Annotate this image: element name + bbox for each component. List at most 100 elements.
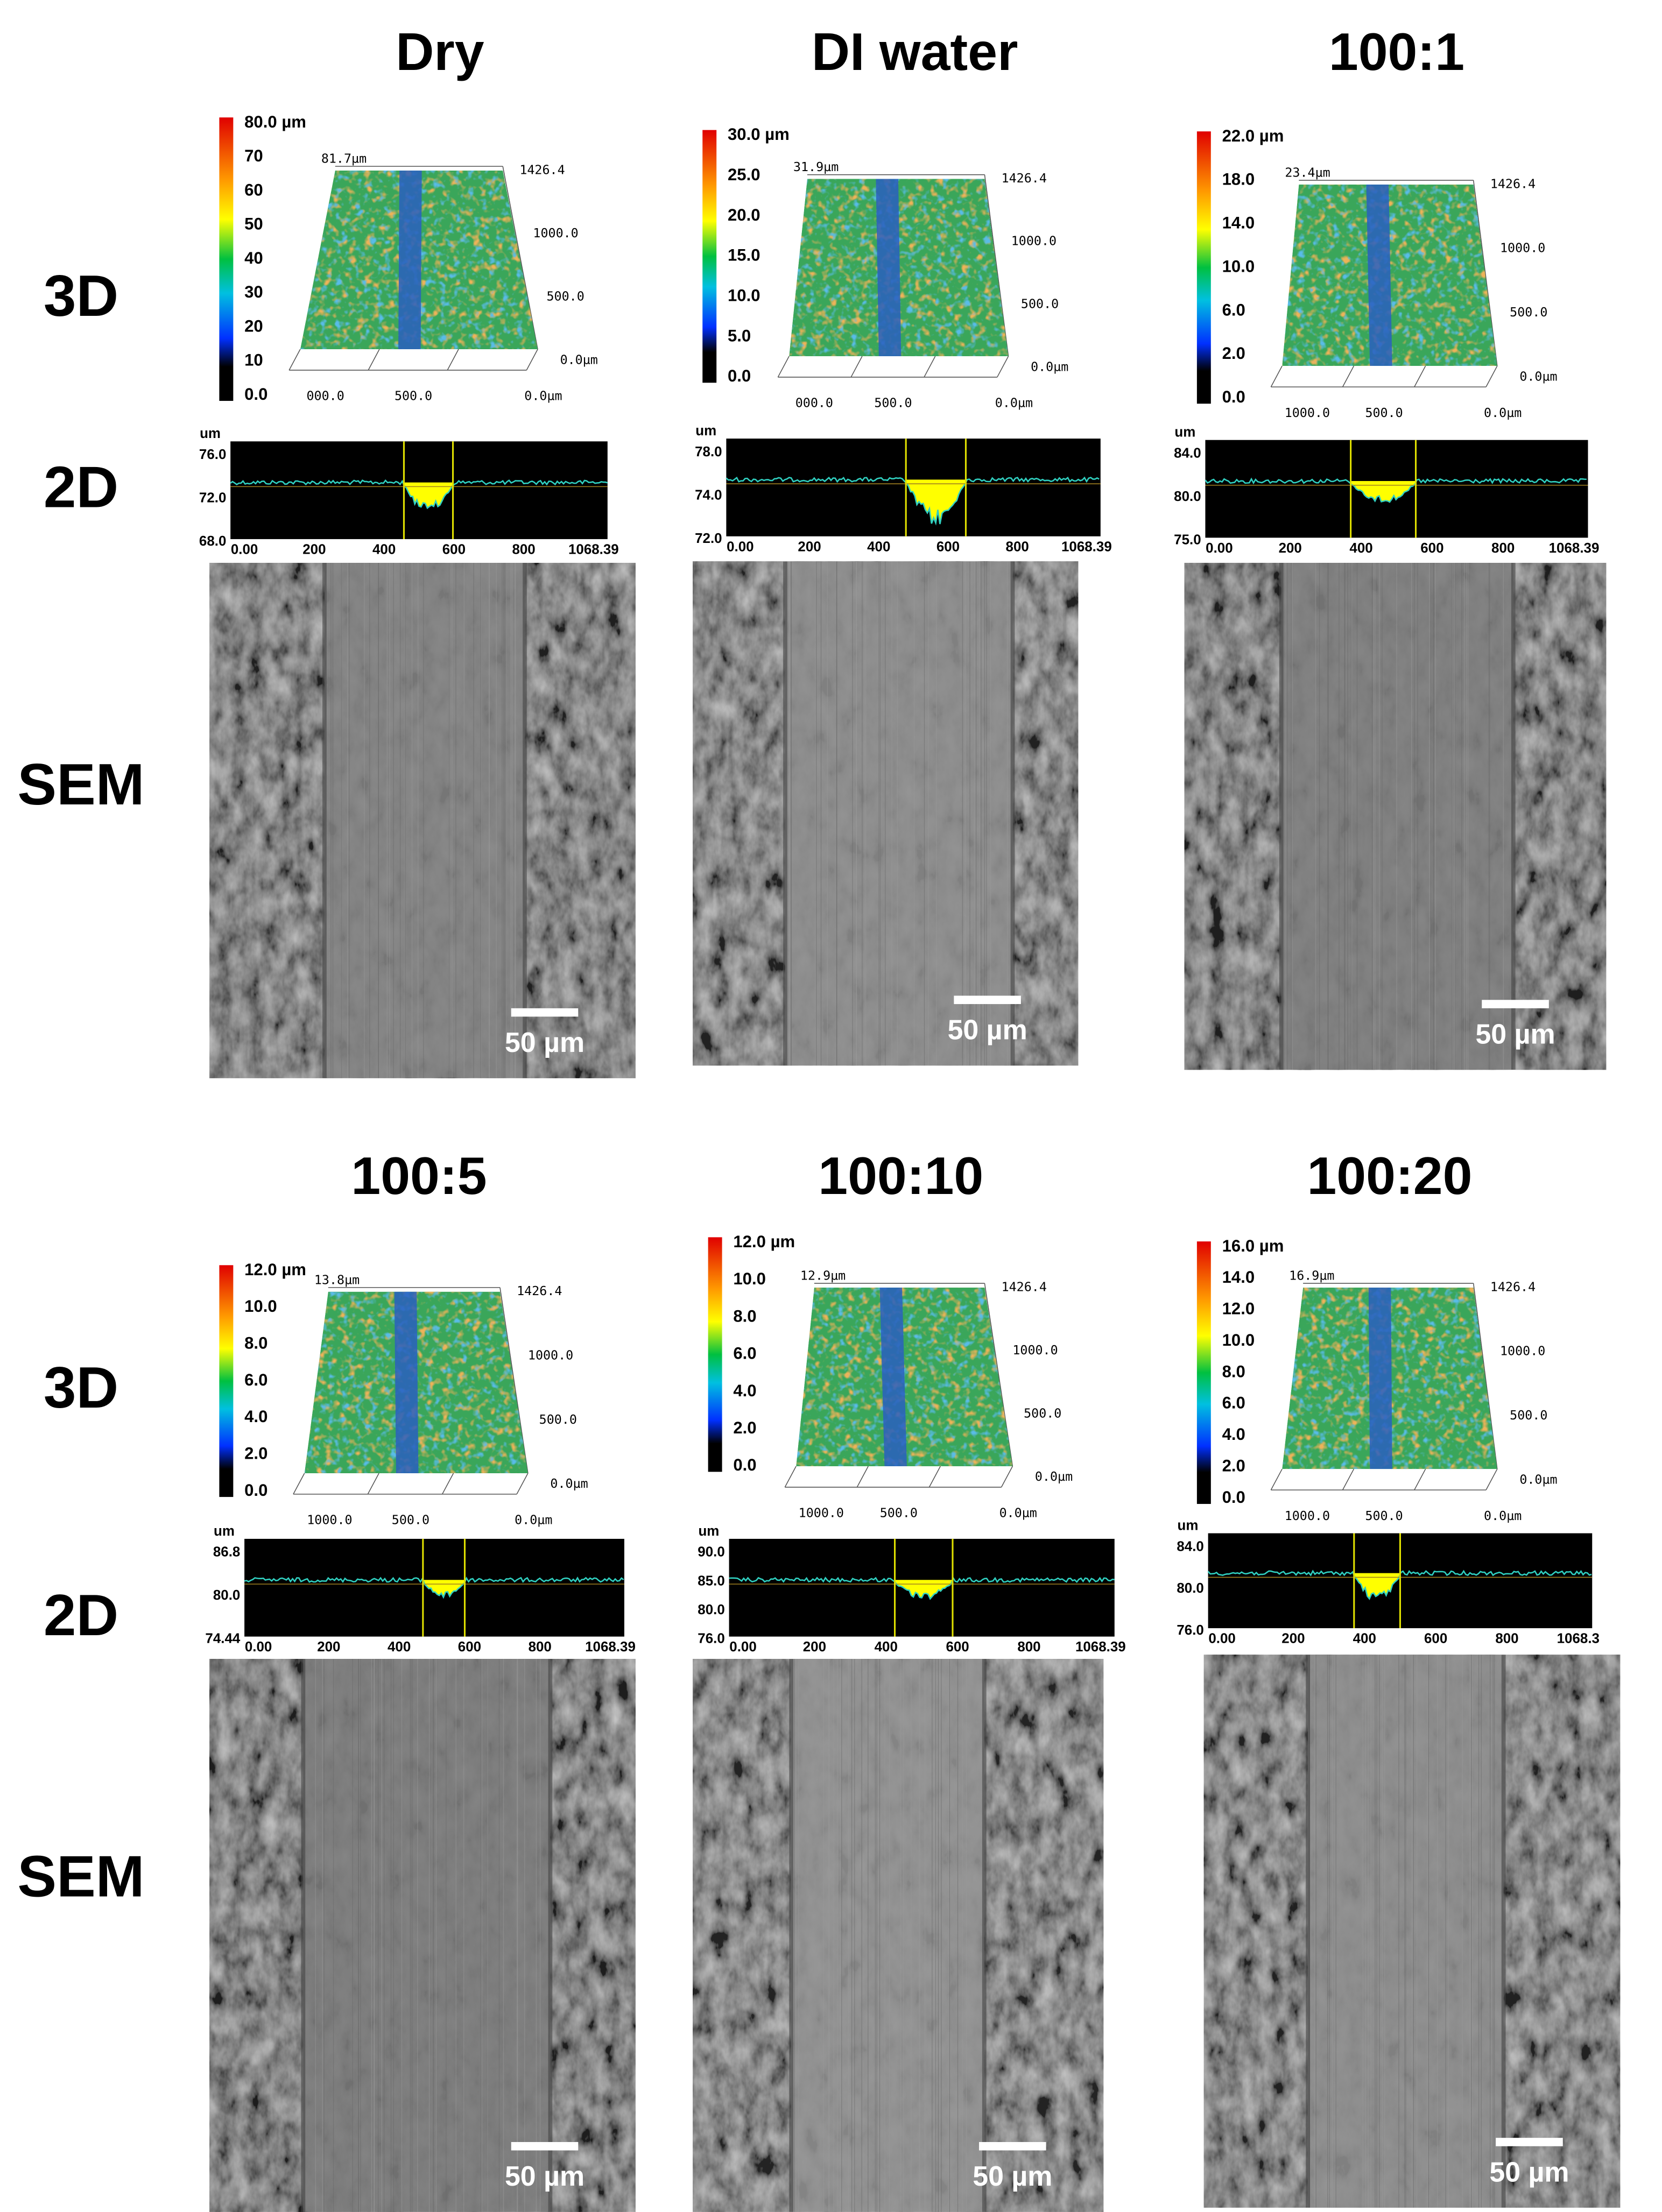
- colorbar-label: 12.0: [1222, 1299, 1255, 1318]
- profile-unit: um: [214, 1524, 235, 1539]
- wear-groove: [394, 1291, 419, 1473]
- profile-y-label: 74.0: [695, 487, 722, 503]
- colorbar-label: 0.0: [1222, 1488, 1245, 1507]
- profile-x-label: 1068.39: [1075, 1639, 1126, 1655]
- colorbar-label: 0.0: [244, 1481, 267, 1500]
- profile-y-label: 74.44: [205, 1631, 240, 1646]
- profile-x-label: 200: [798, 539, 821, 554]
- colorbar-label: 10.0: [244, 1297, 277, 1316]
- bottom-axis-label: 000.0: [306, 388, 344, 404]
- side-axis-label: 1000.0: [528, 1347, 573, 1362]
- colorbar-label: 10.0: [733, 1269, 766, 1288]
- side-axis-label: 500.0: [1024, 1406, 1061, 1421]
- profile-x-label: 400: [1349, 541, 1372, 556]
- axis-line: [516, 1473, 529, 1495]
- row-label: SEM: [17, 752, 144, 817]
- profile-x-label: 400: [1353, 1631, 1376, 1646]
- side-axis-label: 1000.0: [1011, 234, 1057, 249]
- profile-y-label: 80.0: [698, 1602, 724, 1617]
- profile-x-label: 0.00: [727, 539, 753, 554]
- colorbar-label: 12.0 µm: [733, 1232, 795, 1251]
- axis-line: [502, 166, 538, 350]
- axis-line: [984, 1283, 1013, 1467]
- colorbar: [702, 130, 717, 383]
- wear-track: [324, 563, 525, 1078]
- panel-title: 100:10: [818, 1146, 983, 1205]
- profile-y-label: 80.0: [1174, 489, 1201, 504]
- profile-line: [230, 479, 608, 510]
- scale-bar-label: 50 µm: [1489, 2156, 1569, 2187]
- wear-groove: [1366, 184, 1392, 366]
- profile-x-label: 0.00: [729, 1639, 756, 1655]
- profile-unit: um: [698, 1524, 719, 1539]
- profile-x-label: 600: [1420, 541, 1443, 556]
- colorbar-label: 30: [244, 282, 263, 301]
- axis-line: [526, 349, 538, 371]
- profile-x-label: 600: [1424, 1631, 1447, 1646]
- row-label: 2D: [44, 454, 118, 520]
- profile-line: [729, 1576, 1115, 1600]
- panel-title: 100:1: [1329, 22, 1464, 81]
- colorbar-label: 2.0: [733, 1418, 756, 1437]
- axis-line: [1342, 1468, 1355, 1490]
- colorbar-label: 4.0: [244, 1407, 267, 1426]
- axis-line: [777, 356, 790, 378]
- axis-line: [447, 349, 459, 371]
- profile-x-label: 1068.39: [1549, 541, 1600, 556]
- colorbar-label: 10.0: [1222, 257, 1255, 275]
- row-label: 3D: [44, 263, 118, 329]
- colorbar-label: 10.0: [728, 286, 760, 305]
- profile-y-label: 90.0: [698, 1545, 724, 1560]
- colorbar-label: 6.0: [1222, 300, 1245, 319]
- scale-bar: [954, 995, 1021, 1005]
- side-axis-label: 1000.0: [533, 225, 578, 241]
- axis-line: [856, 1466, 869, 1488]
- profile-x-label: 0.00: [245, 1639, 272, 1655]
- wear-groove: [879, 1287, 907, 1466]
- profile-x-label: 800: [1006, 539, 1029, 554]
- profile-unit: um: [1174, 425, 1195, 440]
- profile-x-label: 800: [529, 1639, 552, 1655]
- colorbar-label: 30.0 µm: [728, 125, 790, 144]
- colorbar: [219, 117, 234, 401]
- profile-x-label: 600: [946, 1639, 969, 1655]
- bottom-axis-label: 500.0: [395, 388, 432, 404]
- colorbar-label: 22.0 µm: [1222, 126, 1284, 145]
- profile-x-label: 200: [1281, 1631, 1305, 1646]
- colorbar-label: 15.0: [728, 246, 760, 265]
- colorbar-label: 4.0: [733, 1381, 756, 1400]
- profile-x-label: 400: [372, 542, 396, 557]
- bottom-axis-label: 0.0µm: [995, 395, 1033, 411]
- side-axis-label: 1426.4: [517, 1283, 562, 1298]
- colorbar-label: 80.0 µm: [244, 112, 306, 131]
- peak-label: 16.9µm: [1289, 1268, 1334, 1283]
- colorbar-label: 8.0: [244, 1334, 267, 1353]
- axis-line: [288, 349, 301, 371]
- profile-x-label: 400: [875, 1639, 898, 1655]
- profile-x-label: 1068.39: [585, 1639, 636, 1655]
- colorbar: [708, 1237, 722, 1472]
- colorbar: [219, 1265, 234, 1497]
- profile-line: [244, 1577, 624, 1599]
- side-axis-label: 0.0µm: [560, 352, 598, 367]
- axis-line: [1270, 1468, 1283, 1490]
- bottom-axis-label: 0.0µm: [524, 388, 562, 404]
- bottom-axis-label: 1000.0: [799, 1506, 844, 1521]
- profile-x-label: 600: [458, 1639, 481, 1655]
- panel-title: 100:20: [1307, 1146, 1472, 1205]
- bottom-axis-label: 500.0: [874, 395, 912, 411]
- colorbar-label: 0.0: [1222, 387, 1245, 406]
- scale-bar: [1482, 1000, 1549, 1008]
- profile-y-label: 72.0: [199, 491, 226, 506]
- bottom-axis-label: 1000.0: [1285, 405, 1330, 420]
- profile-y-label: 86.8: [213, 1545, 240, 1560]
- side-axis-label: 0.0µm: [1031, 359, 1068, 374]
- side-axis-label: 0.0µm: [1035, 1469, 1073, 1484]
- profile-dip: [404, 482, 453, 508]
- bottom-axis-label: 500.0: [1365, 405, 1403, 420]
- side-axis-label: 1426.4: [519, 162, 565, 177]
- colorbar-label: 14.0: [1222, 214, 1255, 232]
- bottom-axis-label: 500.0: [1365, 1508, 1403, 1523]
- surface: [789, 179, 1009, 357]
